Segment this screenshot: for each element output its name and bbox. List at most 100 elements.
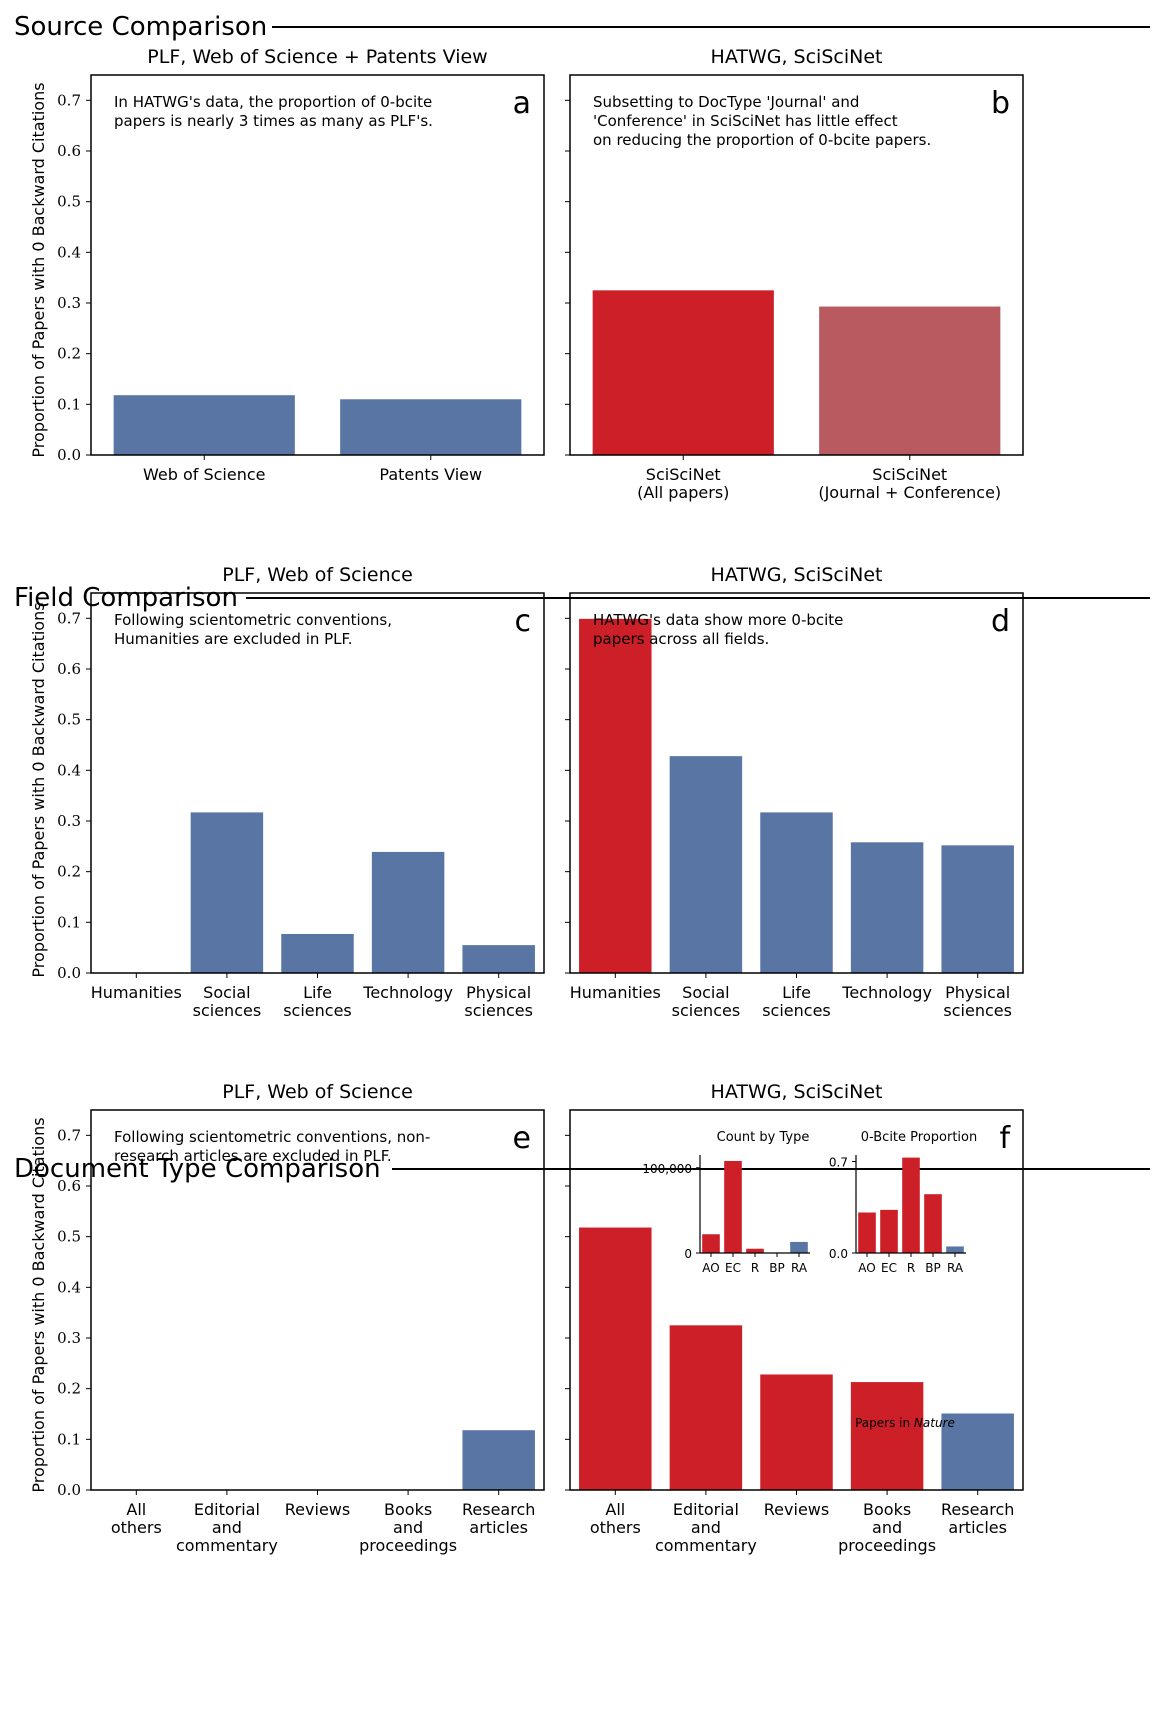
ylabel-c: Proportion of Papers with 0 Backward Cit… [29,602,48,977]
panel-c: PLF, Web of Science Humanities Social scien… [29,564,545,1020]
panel-letter-f: f [999,1121,1011,1156]
xtick-label-e-1: Editorial and commentary [176,1500,278,1555]
ytick-label-a-7: 0.7 [57,91,81,109]
ytick-label-c-5: 0.5 [57,711,81,729]
bar-d-0 [579,618,652,973]
bar-c-1 [190,812,264,973]
ytick-label-c-3: 0.3 [57,812,81,830]
inset-xtick-label-f-inset-count-1: EC [725,1261,741,1275]
bar-f-2 [760,1374,833,1490]
panel-b: HATWG, SciSciNet SciSciNet (All papers) Sci… [565,46,1024,502]
inset-ytick-label-f-inset-count-0: 0 [684,1247,692,1261]
panel-a: PLF, Web of Science + Patents View Web of… [29,46,545,484]
xtick-label-d-1: Social sciences [672,983,741,1020]
section-title-source: Source Comparison [14,12,267,42]
inset-ytick-label-f-inset-count-1: 100,000 [642,1162,692,1176]
xtick-label-e-0: All others [111,1500,162,1537]
ytick-label-c-1: 0.1 [57,913,81,931]
annotation-b: Subsetting to DocType 'Journal' and 'Conf… [593,93,931,149]
bar-b-0 [592,290,774,455]
frame-d [569,592,1024,974]
bar-d-3 [850,842,924,973]
xtick-label-d-4: Physical sciences [943,983,1012,1020]
inset-ytick-label-f-inset-prop-0: 0.0 [829,1247,848,1261]
inset-bar-f-inset-count-2 [746,1248,764,1253]
inset-f-inset-prop: 0-Bcite Proportion AO EC R BP RA 0.0 0.7 [829,1130,977,1275]
inset-f-inset-count: Count by Type AO EC R BP RA 0 100,000 [642,1130,810,1275]
inset-xtick-label-f-inset-count-0: AO [702,1261,719,1275]
ytick-label-a-5: 0.5 [57,193,81,211]
ytick-label-c-0: 0.0 [57,964,81,982]
bar-f-3 [850,1382,924,1490]
inset-title-f-inset-prop: 0-Bcite Proportion [861,1130,977,1145]
ytick-label-e-0: 0.0 [57,1481,81,1499]
ytick-label-a-3: 0.3 [57,294,81,312]
annotation-d: HATWG's data show more 0-bcite papers acr… [593,611,843,648]
xtick-label-f-1: Editorial and commentary [655,1500,757,1555]
bar-a-0 [113,395,295,455]
bar-a-1 [340,399,522,455]
bar-f-0 [579,1227,652,1490]
ytick-label-e-2: 0.2 [57,1380,81,1398]
xtick-label-b-0: SciSciNet (All papers) [637,465,729,502]
annotation-a: In HATWG's data, the proportion of 0-bci… [114,93,433,130]
bar-c-2 [281,933,354,973]
xtick-label-e-2: Reviews [285,1500,350,1519]
panel-d: HATWG, SciSciNet Humanities Social sciences… [565,564,1024,1020]
inset-bar-f-inset-count-0 [702,1234,720,1253]
ytick-label-e-1: 0.1 [57,1430,81,1448]
ytick-label-e-5: 0.5 [57,1228,81,1246]
panel-letter-e: e [513,1121,531,1156]
ytick-label-c-2: 0.2 [57,863,81,881]
inset-bar-f-inset-prop-4 [946,1246,964,1253]
panel-letter-d: d [991,604,1010,639]
frame-b [569,74,1024,456]
xtick-label-f-0: All others [590,1500,641,1537]
inset-bar-f-inset-prop-3 [924,1194,942,1253]
xtick-label-e-4: Research articles [462,1500,535,1537]
inset-xtick-label-f-inset-prop-1: EC [881,1261,897,1275]
frame-c [90,592,545,974]
xtick-label-c-4: Physical sciences [464,983,533,1020]
xtick-label-c-1: Social sciences [193,983,262,1020]
frame-e [90,1109,545,1491]
ytick-label-a-1: 0.1 [57,395,81,413]
inset-bar-f-inset-count-1 [724,1160,742,1253]
annotation-c: Following scientometric conventions, Huma… [114,611,392,648]
inset-xtick-label-f-inset-count-3: BP [769,1261,784,1275]
panel-f: HATWG, SciSciNet All others Editorial and com… [565,1081,1024,1555]
panel-e: PLF, Web of Science All others Editorial and… [29,1081,545,1555]
bar-c-3 [371,851,445,973]
ytick-label-c-7: 0.7 [57,609,81,627]
ytick-label-a-6: 0.6 [57,142,81,160]
inset-title-f-inset-count: Count by Type [717,1130,810,1145]
panel-title-e: PLF, Web of Science [222,1081,413,1103]
xtick-label-f-2: Reviews [764,1500,829,1519]
panel-title-a: PLF, Web of Science + Patents View [147,46,487,68]
xtick-label-c-0: Humanities [91,983,182,1002]
bar-d-2 [760,812,833,973]
ytick-label-e-4: 0.4 [57,1278,81,1296]
inset-bar-f-inset-count-4 [790,1241,808,1253]
ytick-label-e-7: 0.7 [57,1126,81,1144]
xtick-label-a-0: Web of Science [143,465,266,484]
section-title-doctype: Document Type Comparison [14,1154,381,1184]
panel-letter-b: b [991,86,1010,121]
inset-bar-f-inset-prop-1 [880,1209,898,1253]
xtick-label-a-1: Patents View [379,465,482,484]
annotation-e: Following scientometric conventions, non… [114,1128,430,1165]
inset-ytick-label-f-inset-prop-1: 0.7 [829,1156,848,1170]
inset-xtick-label-f-inset-prop-3: BP [925,1261,940,1275]
inset-xtick-label-f-inset-prop-4: RA [947,1261,964,1275]
ytick-label-e-3: 0.3 [57,1329,81,1347]
panel-title-c: PLF, Web of Science [222,564,413,586]
frame-f [569,1109,1024,1491]
inset-xtick-label-f-inset-prop-2: R [907,1261,915,1275]
bar-d-1 [669,756,743,973]
inset-xtick-label-f-inset-count-4: RA [791,1261,808,1275]
frame-a [90,74,545,456]
ytick-label-a-2: 0.2 [57,345,81,363]
bar-b-1 [819,306,1001,455]
ytick-label-a-0: 0.0 [57,446,81,464]
